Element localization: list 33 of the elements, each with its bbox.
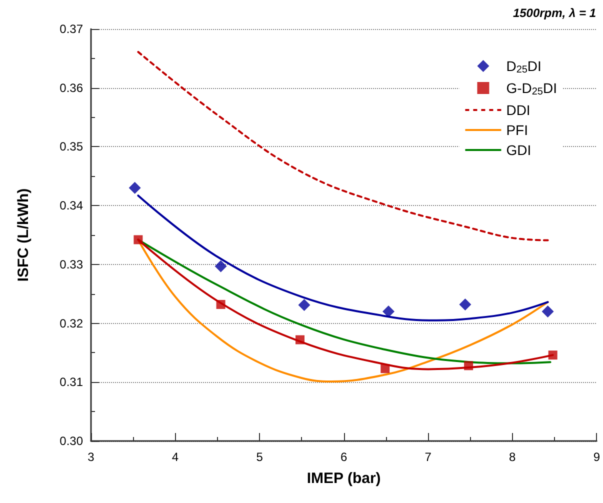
point — [128, 182, 141, 194]
point — [542, 306, 554, 318]
legend-label: PFI — [506, 122, 528, 138]
point — [459, 298, 472, 310]
x-tick-label: 8 — [509, 450, 516, 464]
x-tick-label: 3 — [88, 450, 95, 464]
point — [464, 361, 474, 370]
y-tick-label: 0.34 — [60, 198, 84, 213]
y-axis-title: ISFC (L/kWh) — [15, 188, 32, 282]
y-tick-label: 0.35 — [60, 140, 84, 154]
x-tick-label: 5 — [256, 450, 264, 464]
point — [214, 260, 227, 272]
point — [134, 235, 143, 244]
chart-title: 1500rpm, λ = 1 — [512, 6, 596, 20]
y-tick-label: 0.32 — [60, 316, 84, 330]
x-tick-label: 7 — [424, 450, 432, 464]
y-tick-label: 0.37 — [60, 22, 84, 36]
point — [548, 350, 558, 360]
x-tick-label: 4 — [172, 450, 179, 464]
point — [380, 364, 390, 374]
x-axis-title: IMEP (bar) — [306, 470, 381, 487]
y-tick-label: 0.30 — [60, 434, 84, 448]
legend-label: GDI — [506, 142, 532, 158]
point — [296, 335, 305, 344]
y-tick-label: 0.33 — [60, 257, 84, 272]
line-series — [137, 194, 549, 322]
legend-label: DDI — [506, 102, 530, 118]
point — [216, 300, 226, 309]
y-tick-label: 0.36 — [60, 80, 84, 95]
point — [298, 299, 310, 312]
x-tick-label: 6 — [340, 450, 348, 464]
x-tick-label: 9 — [593, 450, 600, 464]
y-tick-label: 0.31 — [60, 375, 84, 390]
